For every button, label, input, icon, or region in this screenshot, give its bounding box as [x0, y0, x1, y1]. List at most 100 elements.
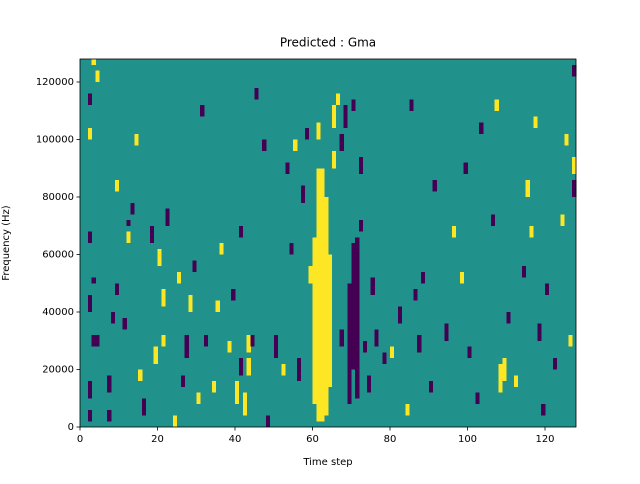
heatmap-cell	[300, 185, 306, 203]
heatmap-cell	[285, 162, 290, 174]
heatmap-cell	[95, 335, 100, 347]
heatmap-cell	[339, 329, 344, 347]
heatmap-cell	[397, 306, 402, 324]
heatmap-cell	[122, 317, 127, 330]
heatmap-cell	[111, 312, 116, 324]
heatmap-cell	[227, 340, 232, 353]
heatmap-cell	[331, 151, 337, 169]
heatmap-cell	[126, 220, 131, 226]
heatmap-cell	[514, 375, 519, 387]
heatmap-cell	[444, 323, 449, 341]
heatmap-cell	[138, 369, 143, 381]
heatmap-cell	[374, 329, 379, 347]
heatmap-cell	[502, 358, 507, 381]
heatmap-cell	[316, 168, 321, 422]
heatmap-cell	[498, 363, 503, 393]
heatmap-cell	[568, 335, 573, 347]
heatmap-cell	[564, 133, 569, 146]
heatmap-cell	[351, 243, 356, 370]
heatmap-cell	[87, 381, 92, 399]
heatmap-cell	[165, 208, 170, 226]
heatmap-cell	[293, 139, 298, 151]
y-tick-label: 100000	[36, 135, 74, 146]
heatmap-cell	[428, 381, 433, 393]
heatmap-cell	[289, 243, 294, 255]
heatmap-cell	[339, 133, 344, 151]
heatmap-cell	[262, 139, 267, 151]
heatmap-cell	[91, 335, 96, 347]
heatmap-cell	[87, 128, 92, 140]
heatmap-cell	[134, 133, 139, 146]
heatmap-cell	[572, 156, 577, 174]
heatmap-cell	[304, 128, 309, 140]
heatmap-cell	[362, 340, 368, 353]
heatmap-cell	[572, 64, 577, 77]
heatmap-cell	[149, 225, 154, 243]
chart-title: Predicted : Gma	[280, 36, 376, 50]
heatmap-cell	[525, 179, 530, 197]
heatmap-cell	[219, 243, 224, 255]
heatmap-cell	[537, 323, 542, 341]
heatmap-cell	[281, 363, 286, 376]
y-tick-label: 60000	[42, 250, 74, 261]
heatmap-cell	[382, 352, 387, 364]
heatmap-cell	[231, 289, 236, 301]
heatmap-cell	[173, 415, 178, 427]
heatmap-cell	[359, 156, 364, 174]
heatmap-cell	[324, 197, 329, 416]
heatmap-cell	[463, 162, 468, 174]
x-tick-label: 20	[151, 434, 164, 445]
heatmap-cell	[211, 381, 216, 393]
heatmap-cell	[405, 404, 410, 416]
heatmap-cell	[351, 99, 356, 111]
heatmap-cell	[126, 231, 131, 243]
heatmap-cell	[479, 122, 484, 134]
heatmap-cell	[452, 225, 457, 238]
heatmap-cell	[533, 116, 538, 128]
heatmap-cell	[432, 179, 437, 192]
heatmap-cell	[87, 93, 92, 105]
heatmap-cell	[242, 392, 247, 416]
heatmap-cell	[153, 346, 158, 364]
y-tick-label: 120000	[36, 77, 74, 88]
heatmap-cell	[114, 179, 120, 192]
heatmap-cell	[297, 358, 302, 381]
heatmap-cell	[87, 409, 92, 422]
heatmap-cell	[87, 231, 92, 243]
heatmap-cell	[238, 225, 244, 238]
heatmap-cell	[95, 70, 100, 82]
heatmap-cell	[552, 358, 557, 370]
x-tick-label: 80	[384, 434, 397, 445]
heatmap-cell	[560, 214, 565, 226]
heatmap-cell	[87, 294, 92, 312]
heatmap-cell	[107, 375, 112, 393]
heatmap-cell	[215, 300, 220, 312]
x-tick-label: 60	[306, 434, 319, 445]
heatmap-cell	[176, 271, 182, 284]
heatmap-cell	[204, 335, 209, 347]
heatmap-cell	[161, 335, 166, 347]
heatmap-cell	[541, 404, 546, 416]
heatmap-cell	[343, 105, 348, 128]
heatmap-cell	[246, 358, 251, 376]
y-tick-label: 80000	[42, 192, 74, 203]
heatmap-cell	[390, 346, 395, 358]
heatmap-cell	[312, 237, 317, 404]
heatmap-cell	[490, 214, 495, 226]
y-tick-label: 0	[68, 422, 74, 433]
heatmap-cell	[331, 105, 337, 128]
heatmap-cell	[316, 122, 321, 140]
heatmap-cell	[250, 335, 255, 347]
heatmap-cell	[235, 381, 240, 404]
heatmap-cell	[130, 202, 135, 215]
heatmap-cell	[572, 179, 577, 197]
y-tick-label: 20000	[42, 365, 74, 376]
heatmap-cell	[184, 335, 189, 358]
heatmap-cell	[157, 248, 162, 266]
heatmap-cell	[409, 99, 414, 111]
x-tick-label: 120	[535, 434, 554, 445]
heatmap-cell	[192, 260, 197, 272]
heatmap-cell	[196, 392, 201, 404]
heatmap-cell	[467, 346, 472, 358]
